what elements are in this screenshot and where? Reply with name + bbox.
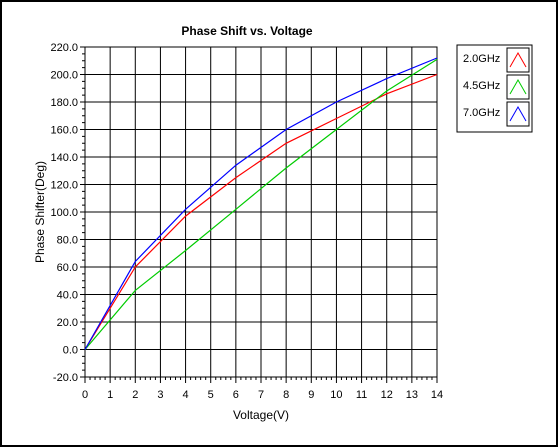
legend-swatch-box: [506, 47, 530, 73]
y-tick-label: 120.0: [50, 180, 78, 192]
x-tick-label: 3: [157, 389, 163, 401]
y-tick-label: 80.0: [57, 235, 78, 247]
legend-swatch-line: [509, 51, 527, 68]
x-tick-label: 11: [356, 389, 367, 401]
minor-ticks: [80, 46, 438, 383]
x-tick-label: 14: [431, 389, 443, 401]
legend-label: 7.0GHz: [463, 107, 500, 119]
y-tick-label: 160.0: [50, 125, 78, 137]
legend-swatch-line: [509, 78, 527, 95]
y-tick-label: 200.0: [50, 70, 78, 82]
x-tick-label: 13: [406, 389, 418, 401]
x-tick-label: 7: [258, 389, 264, 401]
x-tick-label: 1: [107, 389, 113, 401]
legend-swatch-line: [509, 105, 527, 122]
x-tick-label: 5: [208, 389, 214, 401]
x-tick-label: 12: [381, 389, 393, 401]
legend: 2.0GHz 4.5GHz 7.0GHz: [456, 44, 533, 133]
x-tick-label: 10: [330, 389, 342, 401]
series-lines: [84, 57, 438, 350]
grid-lines: [84, 46, 438, 378]
y-tick-label: 40.0: [57, 290, 78, 302]
y-tick-label: 100.0: [50, 207, 78, 219]
legend-label: 2.0GHz: [463, 53, 500, 65]
legend-swatch-box: [506, 74, 530, 100]
y-tick-label: 60.0: [57, 262, 78, 274]
y-tick-label: -20.0: [53, 372, 78, 384]
y-tick-label: 180.0: [50, 97, 78, 109]
x-tick-label: 9: [308, 389, 314, 401]
y-tick-label: 0.0: [63, 345, 78, 357]
series-line-4-5GHz: [84, 58, 438, 350]
y-tick-label: 140.0: [50, 152, 78, 164]
x-axis-label: Voltage(V): [233, 408, 289, 422]
x-tick-label: 6: [233, 389, 239, 401]
x-tick-label: 0: [82, 389, 88, 401]
legend-label: 4.5GHz: [463, 80, 500, 92]
series-line-7-0GHz: [84, 57, 438, 350]
tick-labels: 0 1 2 3 4 5 6 7 8 9 10 11 12 13 14-20.00.020.040.060.0…: [50, 42, 443, 401]
chart-title: Phase Shift vs. Voltage: [181, 24, 312, 38]
y-tick-label: 220.0: [50, 42, 78, 54]
legend-swatch-box: [506, 101, 530, 127]
y-axis-label: Phase Shifter(Deg): [33, 161, 47, 263]
x-tick-label: 4: [183, 389, 189, 401]
x-tick-label: 2: [132, 389, 138, 401]
x-tick-label: 8: [283, 389, 289, 401]
y-tick-label: 20.0: [57, 317, 78, 329]
